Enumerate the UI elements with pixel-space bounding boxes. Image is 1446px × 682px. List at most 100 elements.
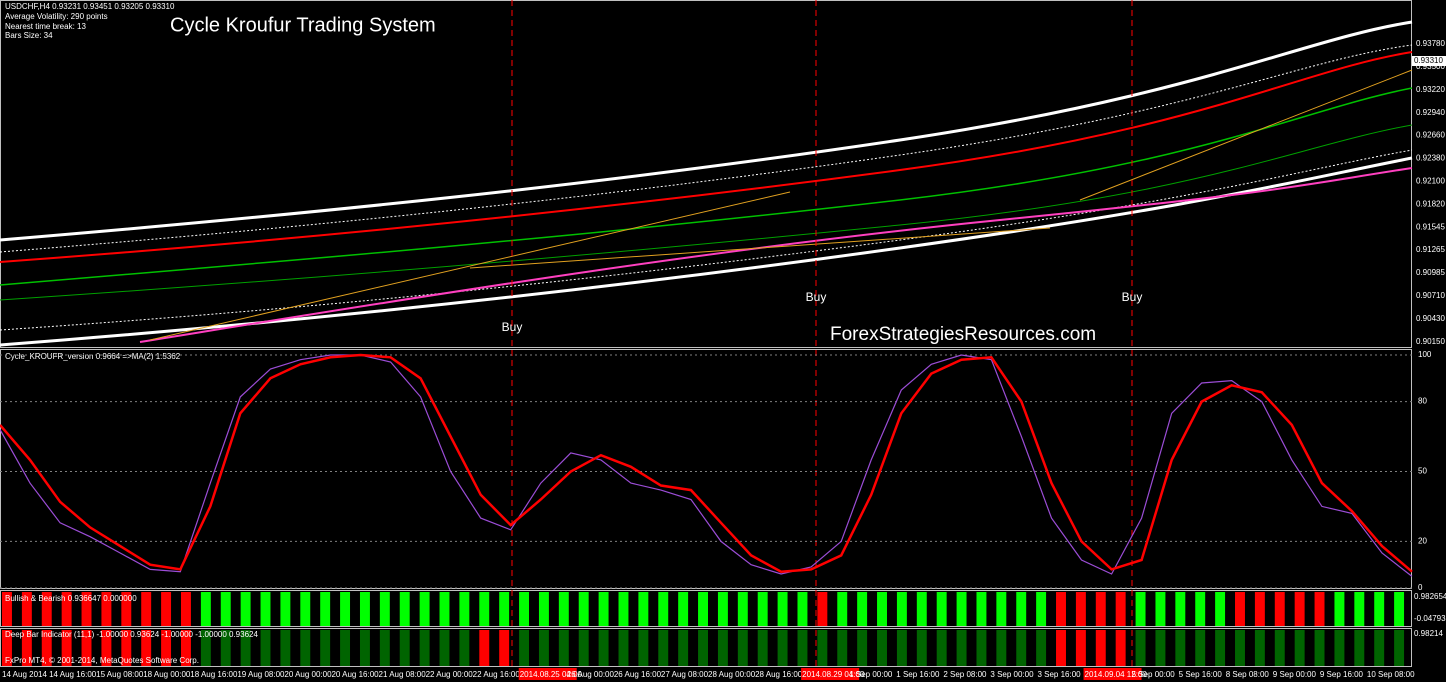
indicator-bar [121,630,132,666]
indicator-bar [916,592,927,626]
deep_bar-bars [2,630,1405,666]
time-label: 5 Sep 00:00 [1132,670,1176,679]
indicator-bar [300,592,311,626]
time-label: 27 Aug 08:00 [661,670,709,679]
indicator-bar [717,592,728,626]
indicator-bar [1155,592,1166,626]
y-tick-label: 80 [1418,397,1427,406]
indicator-bar [499,630,510,666]
indicator-bar [1175,592,1186,626]
price-bands [0,20,1413,347]
y-tick-label: 100 [1418,350,1432,359]
indicator-bar [1056,630,1066,666]
indicator-bar [578,592,589,626]
indicator-bar [1274,630,1285,666]
time-label: 8 Sep 08:00 [1226,670,1270,679]
indicator-bar [1254,630,1265,666]
indicator-bar [1314,592,1325,626]
indicator-bar [81,630,92,666]
signal-lines [511,0,1133,666]
indicator-bar [638,592,649,626]
indicator-bar [101,630,112,666]
indicator-bar [1374,630,1385,666]
price-tick-label: 0.92940 [1416,108,1445,117]
y-tick-label: 0 [1418,583,1423,592]
time-label: 20 Aug 00:00 [284,670,332,679]
indicator-bar [260,592,271,626]
indicator-bar [2,592,12,626]
indicator-bar [976,592,987,626]
indicator-bar [857,592,868,626]
price-tick-label: 0.90150 [1416,337,1445,346]
indicator-bar [439,630,450,666]
indicator-bar [777,630,788,666]
indicator-bar [638,630,649,666]
buy-label: Buy [502,320,523,334]
indicator-bar [618,592,629,626]
indicator-bar [121,592,132,626]
info-line: Average Volatility: 290 points [5,12,108,21]
price-tick-label: 0.92660 [1416,131,1445,140]
indicator-bar [519,592,530,626]
indicator-bar [698,630,708,666]
copyright: FxPro MT4, © 2001-2014, MetaQuotes Softw… [5,656,199,665]
current-price-box [1412,56,1446,66]
indicator-bar [2,630,12,666]
indicator-bar [1235,630,1245,666]
indicator-bar [936,630,947,666]
indicator-bar [956,630,967,666]
time-label: 2014.08.25 04:00 [520,670,583,679]
info-line: Nearest time break: 13 [5,22,86,31]
oscillator-label: Cycle_KROUFR_version 0.9664 =>MA(2) 1.53… [5,352,181,361]
indicator-bar [658,630,669,666]
indicator-bar [1016,630,1027,666]
indicator-bar [618,630,629,666]
time-label: 10 Sep 08:00 [1367,670,1415,679]
indicator-bar [1036,592,1047,626]
indicator-bar [419,630,430,666]
indicator-bar [1294,630,1305,666]
indicator-bar [240,592,251,626]
time-label: 9 Sep 16:00 [1320,670,1364,679]
deep-bar-label: Deep Bar Indicator (11,1) -1.00000 0.936… [5,630,258,639]
price-tick-label: 0.91265 [1416,245,1445,254]
time-label: 14 Aug 16:00 [49,670,97,679]
indicator-bar [280,592,291,626]
indicator-bar [598,630,609,666]
indicator-bar [359,630,370,666]
indicator-bar [1195,630,1206,666]
time-label: 1 Sep 16:00 [896,670,940,679]
indicator-bar [757,592,768,626]
indicator-bar [141,592,152,626]
indicator-bar [1215,592,1226,626]
indicator-bar [81,592,92,626]
indicator-bar [797,592,808,626]
indicator-bar [379,592,390,626]
indicator-bar [419,592,430,626]
time-label: 22 Aug 16:00 [473,670,521,679]
indicator-bar [1394,630,1405,666]
indicator-bar [459,630,470,666]
price-tick-label: 0.92380 [1416,154,1445,163]
indicator-bar [558,630,569,666]
indicator-bar [1115,592,1126,626]
time-label: 3 Sep 00:00 [990,670,1034,679]
indicator-bar [996,630,1007,666]
price-tick-label: 0.91820 [1416,199,1445,208]
indicator-bar [737,592,748,626]
indicator-bar [41,630,52,666]
indicator-bar [320,630,331,666]
indicator-bar [61,592,72,626]
time-label: 3 Sep 16:00 [1037,670,1081,679]
time-label: 2 Sep 08:00 [943,670,987,679]
indicator-bar [180,630,191,666]
indicator-bar [837,592,848,626]
indicator-bar [379,630,390,666]
indicator-bar [1354,592,1365,626]
indicator-bar [61,630,72,666]
price-tick-label: 0.93500 [1416,62,1445,71]
time-label: 28 Aug 00:00 [708,670,756,679]
indicator-bar [340,630,351,666]
indicator-bar [399,630,410,666]
